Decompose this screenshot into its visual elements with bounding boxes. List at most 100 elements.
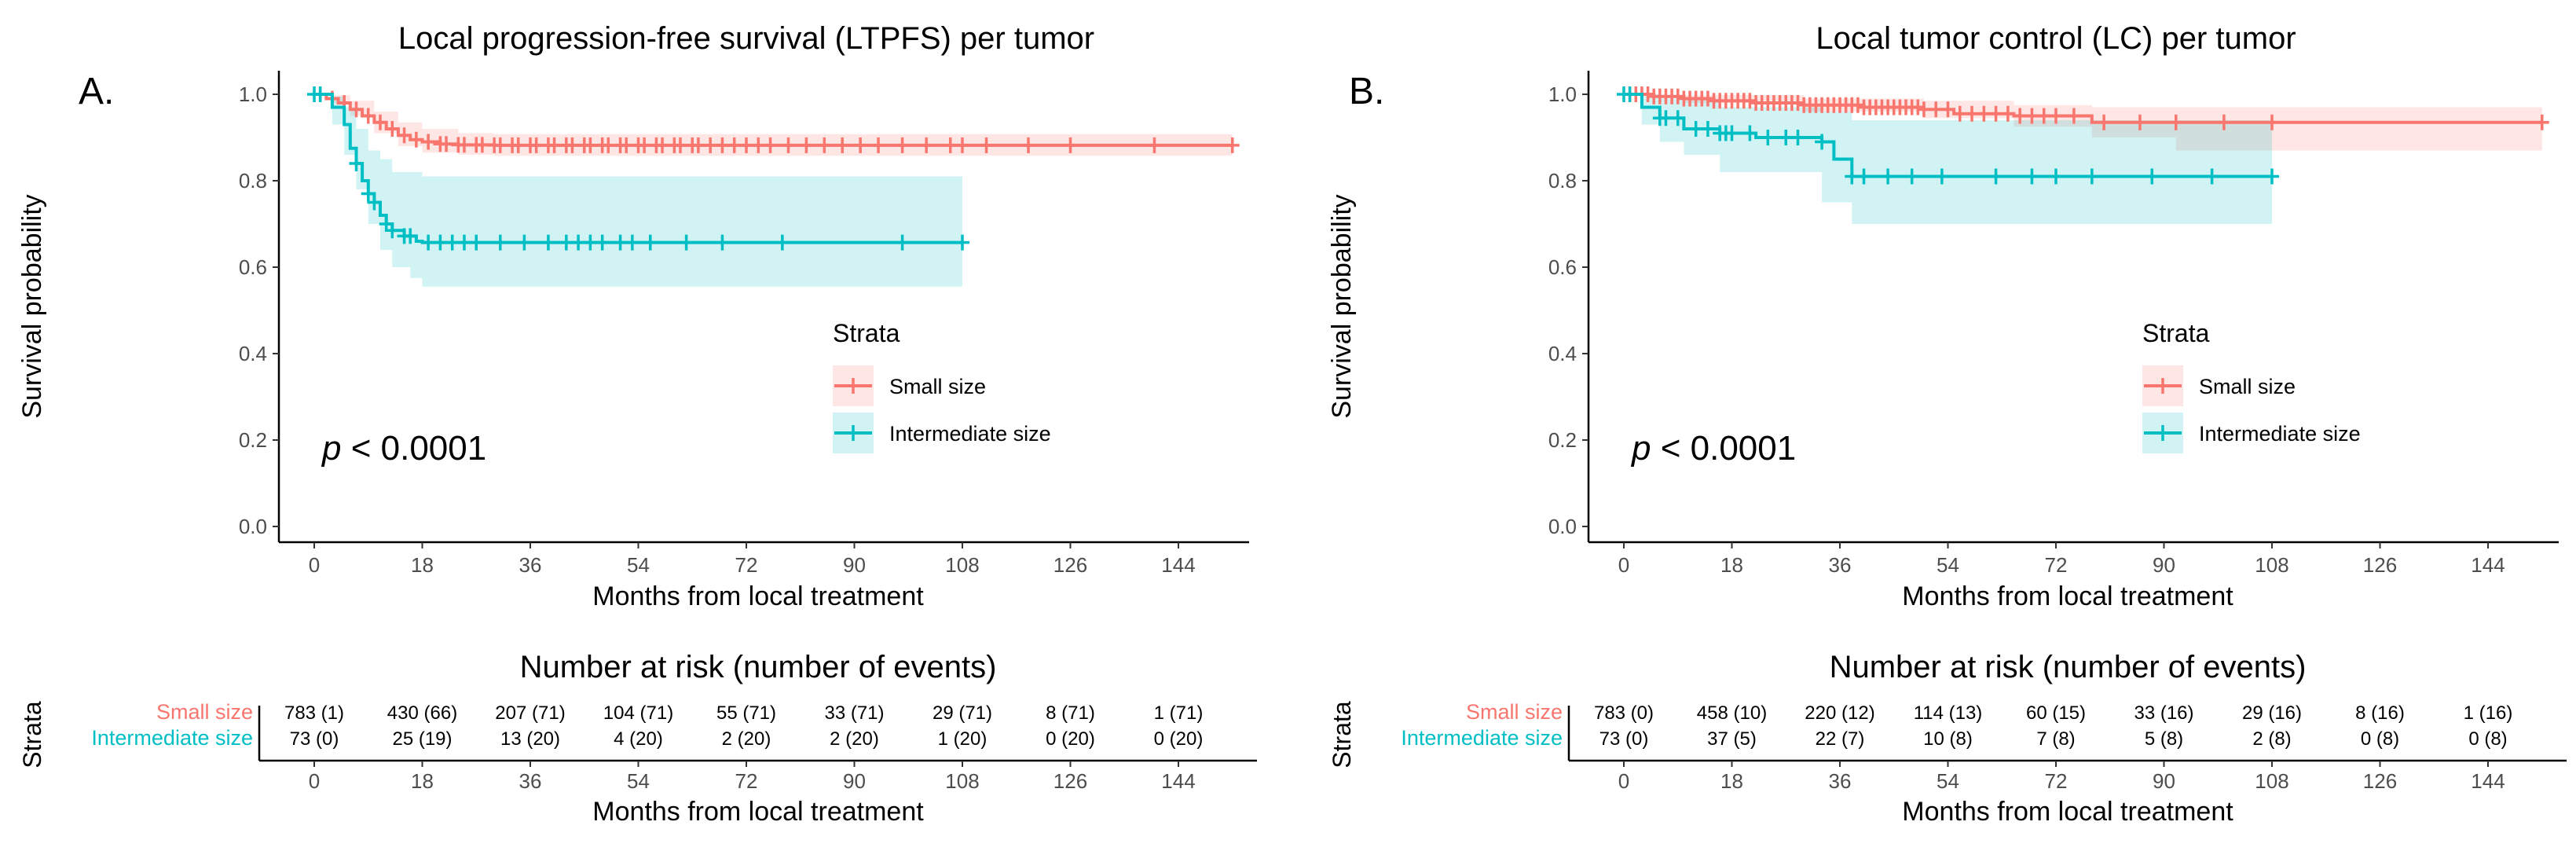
censor-mark-intermediate [715,234,730,251]
risk-x-tick-label: 0 [309,769,320,793]
censor-mark-small [2534,114,2549,130]
censor-mark-small [672,137,687,153]
x-tick-label: 18 [1720,553,1743,577]
x-tick-label: 72 [2045,553,2068,577]
censor-mark-intermediate [643,234,658,251]
censor-mark-intermediate [1622,86,1637,102]
y-tick-label: 0.4 [239,342,267,365]
risk-cell: 60 (15) [2026,702,2086,724]
censor-mark-small [1940,101,1955,118]
censor-mark-small [979,137,994,153]
x-tick-label: 0 [309,553,320,577]
censor-mark-small [511,137,526,153]
censor-mark-small [2000,105,2015,122]
censor-mark-intermediate [469,234,484,251]
risk-cell: 29 (16) [2242,702,2302,724]
risk-x-tick-label: 126 [1053,769,1087,793]
censor-mark-small [2066,108,2081,124]
y-axis-title: Survival probability [1327,194,1357,418]
censor-mark-intermediate [1761,130,1775,145]
censor-mark-intermediate [403,228,418,244]
y-tick-label: 0.0 [1548,515,1577,538]
censor-mark-intermediate [679,234,694,251]
x-tick-label: 126 [1053,553,1087,577]
risk-cell: 33 (71) [824,702,884,724]
censor-mark-small [1965,105,1980,122]
censor-mark-intermediate [1845,168,1860,185]
censor-mark-intermediate [517,234,532,251]
censor-mark-intermediate [367,194,382,211]
censor-mark-small [2265,114,2279,130]
censor-mark-intermediate [1934,168,1949,185]
censor-mark-small [727,137,742,153]
censor-mark-small [361,108,376,124]
risk-x-tick-label: 72 [735,769,758,793]
legend-label: Intermediate size [889,422,1051,446]
risk-cell: 8 (71) [1046,702,1095,724]
censor-mark-small [1225,137,1240,153]
risk-cell: 458 (10) [1697,702,1767,724]
censor-mark-intermediate [2204,168,2219,185]
censor-mark-small [919,137,934,153]
x-tick-label: 72 [735,553,758,577]
y-tick-label: 0.6 [239,255,267,279]
ci-band-small [1624,94,2542,151]
censor-mark-small [781,137,796,153]
risk-cell: 5 (8) [2145,728,2183,750]
censor-mark-intermediate [1670,110,1685,127]
censor-mark-intermediate [2025,168,2039,185]
x-tick-label: 0 [1618,553,1629,577]
censor-mark-small [739,137,753,153]
censor-mark-small [2013,108,2028,124]
y-tick-label: 1.0 [239,83,267,106]
censor-mark-intermediate [1988,168,2003,185]
p-value-text: < 0.0001 [1651,429,1796,468]
risk-row-label: Small size [156,700,253,724]
chart-title: Local progression-free survival (LTPFS) … [398,21,1094,56]
censor-mark-intermediate [625,234,639,251]
x-tick-label: 126 [2363,553,2397,577]
censor-mark-small [456,137,471,153]
risk-cell: 1 (16) [2464,702,2513,724]
risk-cell: 25 (19) [392,728,452,750]
censor-mark-intermediate [385,222,400,239]
censor-mark-small [349,101,364,118]
x-tick-label: 90 [843,553,866,577]
censor-mark-small [2132,114,2147,130]
censor-mark-intermediate [1904,168,1919,185]
risk-y-axis-title: Strata [1328,701,1356,768]
p-value: p < 0.0001 [321,429,486,468]
risk-cell: 2 (8) [2252,728,2291,750]
risk-x-tick-label: 36 [519,769,542,793]
x-tick-label: 54 [627,553,650,577]
risk-x-tick-label: 90 [843,769,866,793]
censor-mark-intermediate [559,234,573,251]
risk-x-tick-label: 144 [2471,769,2505,793]
risk-x-tick-label: 144 [1161,769,1195,793]
censor-mark-small [397,127,412,144]
x-tick-label: 18 [411,553,434,577]
risk-x-tick-label: 18 [411,769,434,793]
risk-cell: 29 (71) [933,702,992,724]
y-tick-label: 0.6 [1548,255,1577,279]
risk-x-tick-label: 36 [1829,769,1852,793]
censor-mark-small [421,134,436,150]
y-tick-label: 0.4 [1548,342,1577,365]
censor-mark-small [439,136,454,152]
x-axis-title: Months from local treatment [1902,581,2233,611]
p-value-text: < 0.0001 [341,429,486,468]
censor-mark-small [565,137,580,153]
legend-label: Small size [2199,375,2296,398]
legend-item-small: Small size [833,365,986,406]
censor-mark-intermediate [421,234,436,251]
risk-cell: 55 (71) [716,702,776,724]
risk-cell: 7 (8) [2036,728,2075,750]
risk-cell: 220 (12) [1805,702,1874,724]
censor-mark-small [373,114,388,130]
censor-mark-small [601,137,616,153]
risk-x-axis-title: Months from local treatment [1902,797,2233,827]
censor-mark-intermediate [2049,168,2063,185]
censor-mark-small [493,137,508,153]
censor-mark-intermediate [2145,168,2160,185]
risk-table: Number at risk (number of events) Small s… [1328,650,2567,827]
